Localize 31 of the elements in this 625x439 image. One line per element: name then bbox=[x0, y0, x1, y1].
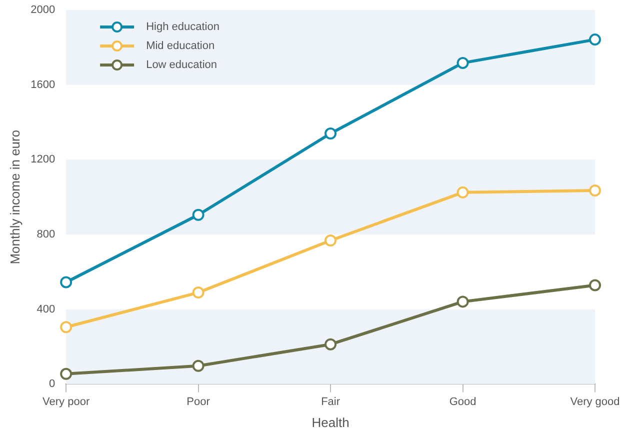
x-tick-label: Very good bbox=[570, 396, 620, 408]
x-tick-label: Good bbox=[449, 396, 476, 408]
point bbox=[192, 208, 204, 221]
x-tick-label: Very poor bbox=[42, 396, 90, 408]
x-tick-label: Poor bbox=[186, 396, 210, 408]
point bbox=[60, 276, 72, 288]
y-tick-label: 1600 bbox=[30, 78, 56, 91]
point bbox=[456, 186, 469, 198]
legend-label: High education bbox=[146, 21, 220, 34]
point bbox=[589, 34, 601, 46]
y-tick-label: 2000 bbox=[30, 4, 56, 16]
point bbox=[589, 184, 601, 197]
point bbox=[192, 286, 204, 299]
y-axis-title: Monthly income in euro bbox=[7, 130, 22, 264]
point bbox=[456, 296, 469, 308]
x-axis-title: Health bbox=[312, 414, 350, 430]
point bbox=[324, 338, 337, 350]
y-tick-label: 400 bbox=[36, 303, 56, 316]
legend-label: Mid education bbox=[146, 40, 215, 52]
x-tick-label: Fair bbox=[321, 396, 340, 408]
point bbox=[60, 321, 72, 334]
point bbox=[192, 360, 204, 372]
point bbox=[60, 368, 72, 380]
point bbox=[324, 234, 337, 247]
y-tick-label: 0 bbox=[48, 378, 56, 390]
legend-label: Low education bbox=[146, 59, 218, 72]
y-tick-label: 1200 bbox=[30, 154, 56, 166]
point bbox=[456, 56, 469, 69]
point bbox=[324, 127, 337, 140]
point bbox=[589, 279, 601, 292]
y-tick-label: 800 bbox=[36, 228, 56, 241]
